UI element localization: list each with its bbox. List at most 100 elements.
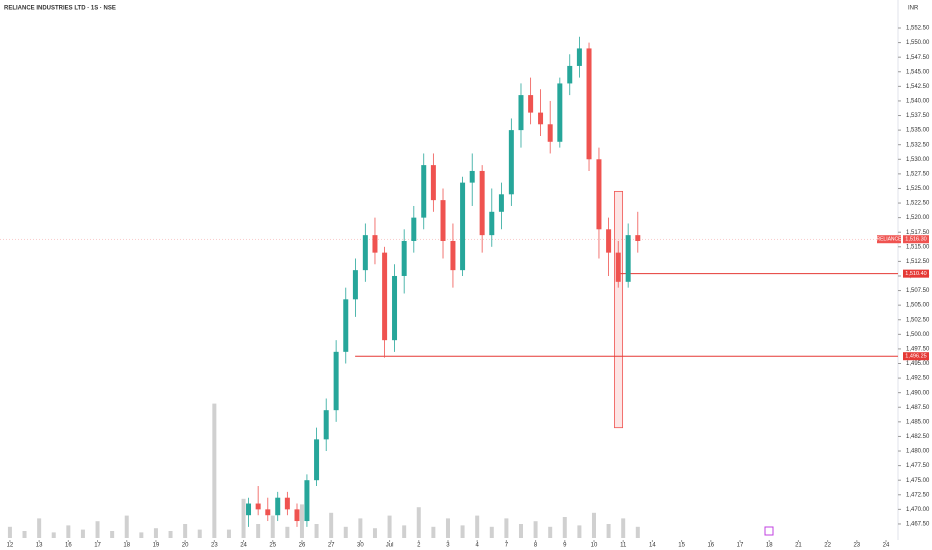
candle-body: [635, 235, 641, 241]
candle-body: [284, 497, 290, 510]
volume-bar: [183, 524, 188, 538]
candle-body: [440, 200, 446, 241]
x-tick-label: 8: [534, 543, 538, 549]
last-price-label: 1,516.30: [905, 237, 926, 243]
x-tick-label: 18: [123, 543, 130, 549]
symbol-tag: [877, 235, 901, 244]
volume-bar: [358, 518, 363, 538]
y-tick-label: 1,545.00: [906, 69, 930, 75]
volume-bar: [197, 529, 202, 538]
x-tick-label: 21: [795, 543, 802, 549]
volume-bar: [606, 524, 611, 538]
candle-body: [421, 165, 427, 218]
y-tick-label: 1,550.00: [906, 40, 930, 46]
candle-body: [567, 65, 573, 84]
x-tick-label: 27: [328, 543, 335, 549]
x-tick-label: 23: [853, 543, 860, 549]
x-tick-label: 23: [211, 543, 218, 549]
candle-body: [392, 275, 398, 341]
y-tick-label: 1,540.00: [906, 99, 930, 105]
y-tick-label: 1,467.50: [906, 522, 930, 528]
event-icon[interactable]: [764, 526, 774, 536]
y-tick-label: 1,505.00: [906, 303, 930, 309]
volume-bar: [621, 518, 626, 538]
volume-bar: [445, 518, 450, 538]
y-tick-label: 1,472.50: [906, 492, 930, 498]
candle-body: [498, 194, 504, 212]
candle-body: [489, 211, 495, 236]
candle-body: [255, 503, 261, 510]
y-tick-label: 1,535.00: [906, 128, 930, 134]
candle-body: [352, 270, 358, 300]
volume-bar: [285, 526, 290, 538]
y-tick-label: 1,525.00: [906, 186, 930, 192]
y-tick-label: 1,485.00: [906, 419, 930, 425]
candle-body: [314, 439, 320, 481]
volume-bar: [548, 526, 553, 538]
x-tick-label: 11: [620, 543, 627, 549]
x-tick-label: 4: [476, 543, 480, 549]
y-tick-label: 1,520.00: [906, 215, 930, 221]
x-tick-label: 15: [678, 543, 685, 549]
candle-body: [304, 480, 310, 522]
level-label: 1,496.25: [905, 354, 926, 360]
candle-body: [508, 130, 514, 195]
x-tick-label: 26: [299, 543, 306, 549]
last-price-tag: [903, 235, 929, 244]
symbol-label: RELIANCE: [876, 237, 902, 243]
x-tick-label: 17: [737, 543, 744, 549]
volume-bar: [270, 515, 275, 538]
y-tick-label: 1,542.50: [906, 84, 930, 90]
y-tick-label: 1,492.50: [906, 376, 930, 382]
zone: [614, 190, 624, 429]
volume-bar: [329, 512, 334, 538]
candle-body: [557, 83, 563, 142]
candle-body: [430, 165, 436, 201]
volume-bar: [489, 526, 494, 538]
x-tick-label: 24: [240, 543, 247, 549]
volume-bar: [299, 504, 304, 538]
candle-body: [333, 351, 339, 411]
candle-body: [323, 410, 329, 440]
y-tick-label: 1,522.50: [906, 201, 930, 207]
volume-bar: [533, 521, 538, 538]
y-tick-label: 1,547.50: [906, 55, 930, 61]
candle-body: [586, 48, 592, 160]
x-tick-label: 7: [505, 543, 509, 549]
x-tick-label: Jul: [386, 543, 394, 549]
x-tick-label: 22: [824, 543, 831, 549]
candle-body: [450, 240, 456, 271]
volume-bar: [577, 525, 582, 538]
x-tick-label: 17: [94, 543, 101, 549]
volume-bar: [387, 515, 392, 538]
volume-bar: [635, 526, 640, 538]
candle-body: [596, 159, 602, 230]
volume-bar: [124, 515, 129, 538]
y-tick-label: 1,470.00: [906, 507, 930, 513]
level-tag: [903, 352, 929, 361]
candle-body: [401, 240, 407, 276]
x-tick-label: 14: [649, 543, 656, 549]
candle-body: [469, 170, 475, 183]
volume-bar: [343, 526, 348, 538]
x-tick-label: 18: [766, 543, 773, 549]
candle-body: [615, 252, 621, 282]
candle-body: [479, 170, 485, 236]
volume-bar: [66, 525, 71, 538]
candle-body: [576, 48, 582, 66]
chart-title: RELIANCE INDUSTRIES LTD · 1S · NSE: [4, 6, 116, 12]
candle-body: [518, 95, 524, 131]
candle-body: [538, 112, 544, 125]
candle-body: [372, 235, 378, 253]
y-tick-label: 1,517.50: [906, 230, 930, 236]
y-tick-label: 1,500.00: [906, 332, 930, 338]
y-tick-label: 1,512.50: [906, 259, 930, 265]
y-tick-label: 1,487.50: [906, 405, 930, 411]
x-tick-label: 30: [357, 543, 364, 549]
volume-bar: [95, 521, 100, 538]
candle-body: [547, 124, 553, 142]
y-tick-label: 1,495.00: [906, 361, 930, 367]
volume-bar: [168, 531, 173, 538]
y-tick-label: 1,502.50: [906, 317, 930, 323]
